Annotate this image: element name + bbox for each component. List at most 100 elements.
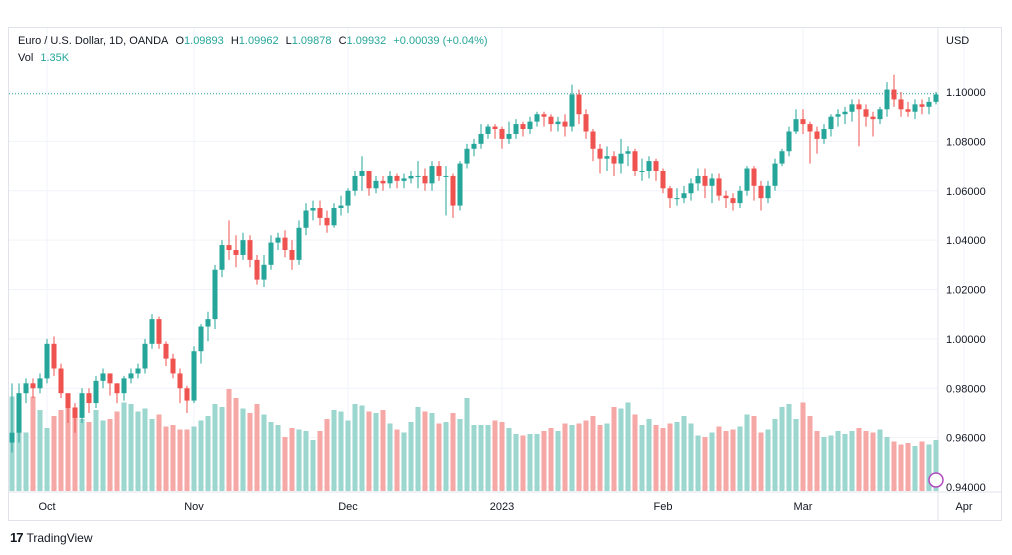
candle-body bbox=[667, 188, 673, 199]
candle-body bbox=[121, 378, 127, 394]
volume-bar bbox=[408, 422, 414, 491]
volume-bar bbox=[646, 419, 652, 491]
candle-body bbox=[674, 198, 680, 200]
candle-body bbox=[646, 161, 652, 171]
candle-body bbox=[338, 205, 344, 209]
y-tick-label: 0.98000 bbox=[946, 383, 986, 395]
scroll-to-realtime-icon[interactable] bbox=[928, 472, 944, 488]
candle-body bbox=[555, 121, 561, 125]
open-label: O bbox=[175, 35, 185, 47]
candle-body bbox=[625, 151, 631, 154]
candle-body bbox=[653, 161, 659, 171]
volume-bar bbox=[513, 434, 519, 491]
candle-body bbox=[51, 343, 57, 369]
x-tick-label: 2023 bbox=[490, 501, 514, 513]
volume-bar bbox=[919, 441, 925, 491]
volume-bar bbox=[835, 431, 841, 491]
volume-bar bbox=[471, 425, 477, 491]
close-value: 1.09932 bbox=[346, 35, 387, 47]
volume-bar bbox=[520, 435, 526, 491]
candle-body bbox=[548, 116, 554, 125]
volume-bar bbox=[254, 404, 260, 491]
candle-body bbox=[324, 217, 330, 226]
candle-body bbox=[359, 171, 365, 176]
candle-body bbox=[303, 210, 309, 228]
candle-body bbox=[471, 143, 477, 149]
volume-bar bbox=[800, 402, 806, 491]
candle-body bbox=[492, 126, 498, 130]
ohlc-legend: Euro / U.S. Dollar, 1D, OANDA O1.09893 H… bbox=[18, 35, 492, 47]
volume-bar bbox=[541, 431, 547, 491]
candle-body bbox=[478, 133, 484, 144]
candle-body bbox=[93, 380, 99, 404]
volume-bar bbox=[79, 419, 85, 491]
candle-body bbox=[268, 242, 274, 265]
volume-bar bbox=[58, 410, 64, 491]
candle-body bbox=[247, 240, 253, 260]
volume-bar bbox=[695, 435, 701, 491]
volume-bar bbox=[247, 413, 253, 491]
candle-body bbox=[737, 190, 743, 204]
volume-bar bbox=[366, 411, 372, 491]
volume-bar bbox=[639, 425, 645, 491]
candle-body bbox=[695, 175, 701, 184]
candle-body bbox=[205, 319, 211, 327]
volume-bar bbox=[289, 428, 295, 491]
candle-body bbox=[835, 114, 841, 117]
candle-body bbox=[429, 166, 435, 184]
volume-bar bbox=[100, 420, 106, 491]
volume-bar bbox=[814, 431, 820, 491]
candle-body bbox=[163, 343, 169, 359]
candle-body bbox=[408, 175, 414, 179]
y-tick-label: 1.08000 bbox=[946, 136, 986, 148]
volume-bar bbox=[772, 419, 778, 491]
volume-bar bbox=[884, 437, 890, 491]
volume-bar bbox=[464, 398, 470, 491]
volume-bar bbox=[191, 426, 197, 491]
volume-bar bbox=[296, 429, 302, 491]
candle-body bbox=[688, 183, 694, 194]
volume-bar bbox=[478, 425, 484, 491]
candle-body bbox=[772, 163, 778, 186]
volume-bar bbox=[590, 416, 596, 491]
volume-bar bbox=[443, 422, 449, 491]
candle-body bbox=[422, 175, 428, 184]
volume-bar bbox=[275, 425, 281, 491]
volume-bar bbox=[170, 425, 176, 491]
volume-bar bbox=[205, 416, 211, 491]
candle-body bbox=[744, 168, 750, 191]
change-value: +0.00039 (+0.04%) bbox=[393, 35, 488, 47]
candle-body bbox=[569, 94, 575, 127]
volume-bar bbox=[926, 444, 932, 491]
volume-bar bbox=[534, 434, 540, 491]
volume-bar bbox=[723, 431, 729, 491]
volume-bar bbox=[702, 437, 708, 491]
candle-body bbox=[135, 368, 141, 374]
volume-bar bbox=[156, 414, 162, 491]
volume-bar bbox=[527, 434, 533, 491]
volume-bar bbox=[310, 440, 316, 491]
y-tick-label: 1.04000 bbox=[946, 235, 986, 247]
candle-body bbox=[814, 131, 820, 139]
volume-bar bbox=[394, 429, 400, 491]
vol-label[interactable]: Vol bbox=[18, 52, 34, 64]
candle-body bbox=[352, 175, 358, 191]
candle-body bbox=[751, 168, 757, 186]
candle-body bbox=[758, 185, 764, 199]
volume-bar bbox=[121, 402, 127, 491]
symbol-label[interactable]: Euro / U.S. Dollar, 1D, OANDA bbox=[18, 35, 169, 47]
candle-body bbox=[23, 383, 29, 394]
volume-bar bbox=[807, 416, 813, 491]
candle-body bbox=[681, 193, 687, 199]
candle-body bbox=[9, 432, 15, 443]
volume-bar bbox=[828, 435, 834, 491]
candle-body bbox=[65, 393, 71, 408]
candle-body bbox=[856, 104, 862, 110]
volume-bar bbox=[891, 441, 897, 491]
tradingview-brand[interactable]: 17 TradingView bbox=[10, 530, 93, 545]
candle-body bbox=[660, 171, 666, 189]
candle-body bbox=[499, 129, 505, 139]
volume-bar bbox=[562, 423, 568, 491]
low-value: 1.09878 bbox=[291, 35, 332, 47]
